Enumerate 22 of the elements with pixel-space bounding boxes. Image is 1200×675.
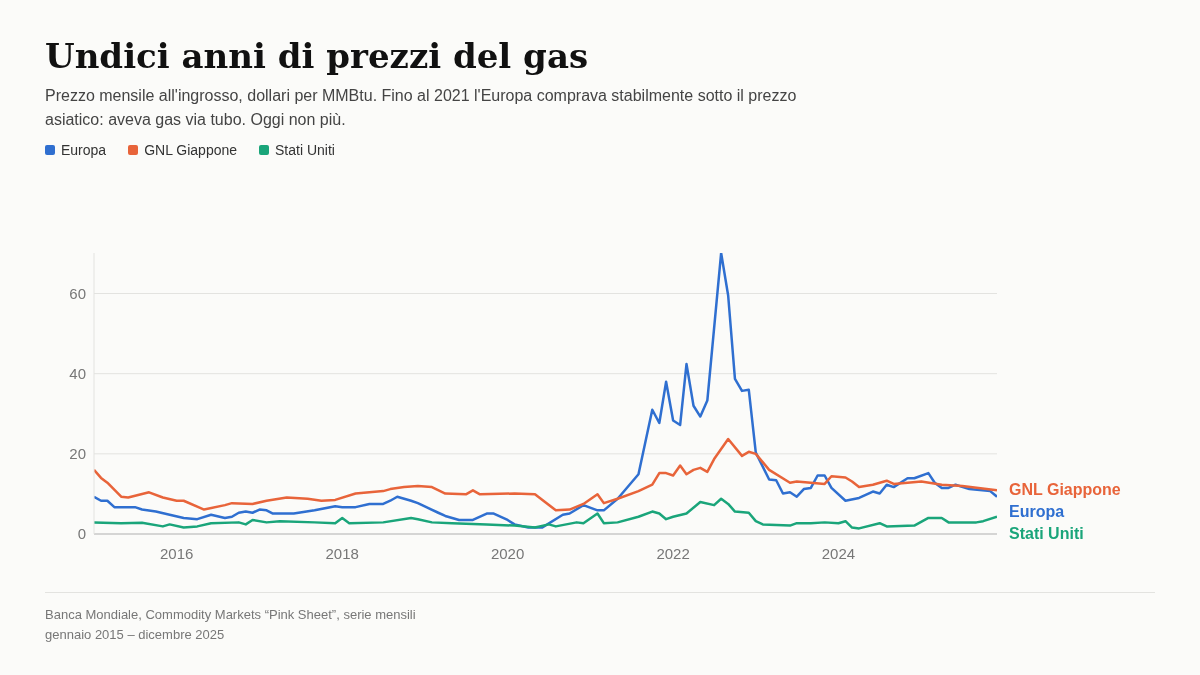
y-tick-label: 0 — [77, 525, 86, 543]
x-tick-label: 2016 — [159, 544, 194, 562]
text: GNL Giappone — [1009, 481, 1121, 499]
legend-label: Stati Uniti — [275, 142, 335, 158]
line-series — [94, 497, 997, 530]
x-tick-label: 2024 — [821, 544, 856, 562]
line-series — [94, 253, 997, 529]
legend-label: GNL Giappone — [144, 142, 238, 158]
chart-title: Undici anni di prezzi del gas — [45, 36, 590, 76]
line-series — [94, 437, 997, 512]
legend-label: Europa — [61, 142, 107, 158]
y-tick-label: 40 — [69, 364, 86, 382]
x-tick-label: 2022 — [656, 544, 690, 562]
chart-subtitle: Prezzo mensile all'ingrosso, dollari per MMBtu. Fino al 2021 l'Europa comprava stabilmente sotto il prezzo asiatico: aveva gas via tubo. Oggi non più. — [45, 86, 798, 130]
text: Europa — [1009, 503, 1065, 521]
text: gennaio 2015 – dicembre 2025 — [45, 626, 226, 644]
y-tick-label: 20 — [69, 445, 86, 463]
text: Banca Mondiale, Commodity Markets “Pink Sheet”, serie mensili — [45, 606, 417, 624]
x-tick-label: 2020 — [490, 544, 525, 562]
text: Stati Uniti — [1009, 525, 1084, 543]
x-tick-label: 2018 — [325, 544, 359, 562]
y-tick-label: 60 — [69, 284, 86, 302]
